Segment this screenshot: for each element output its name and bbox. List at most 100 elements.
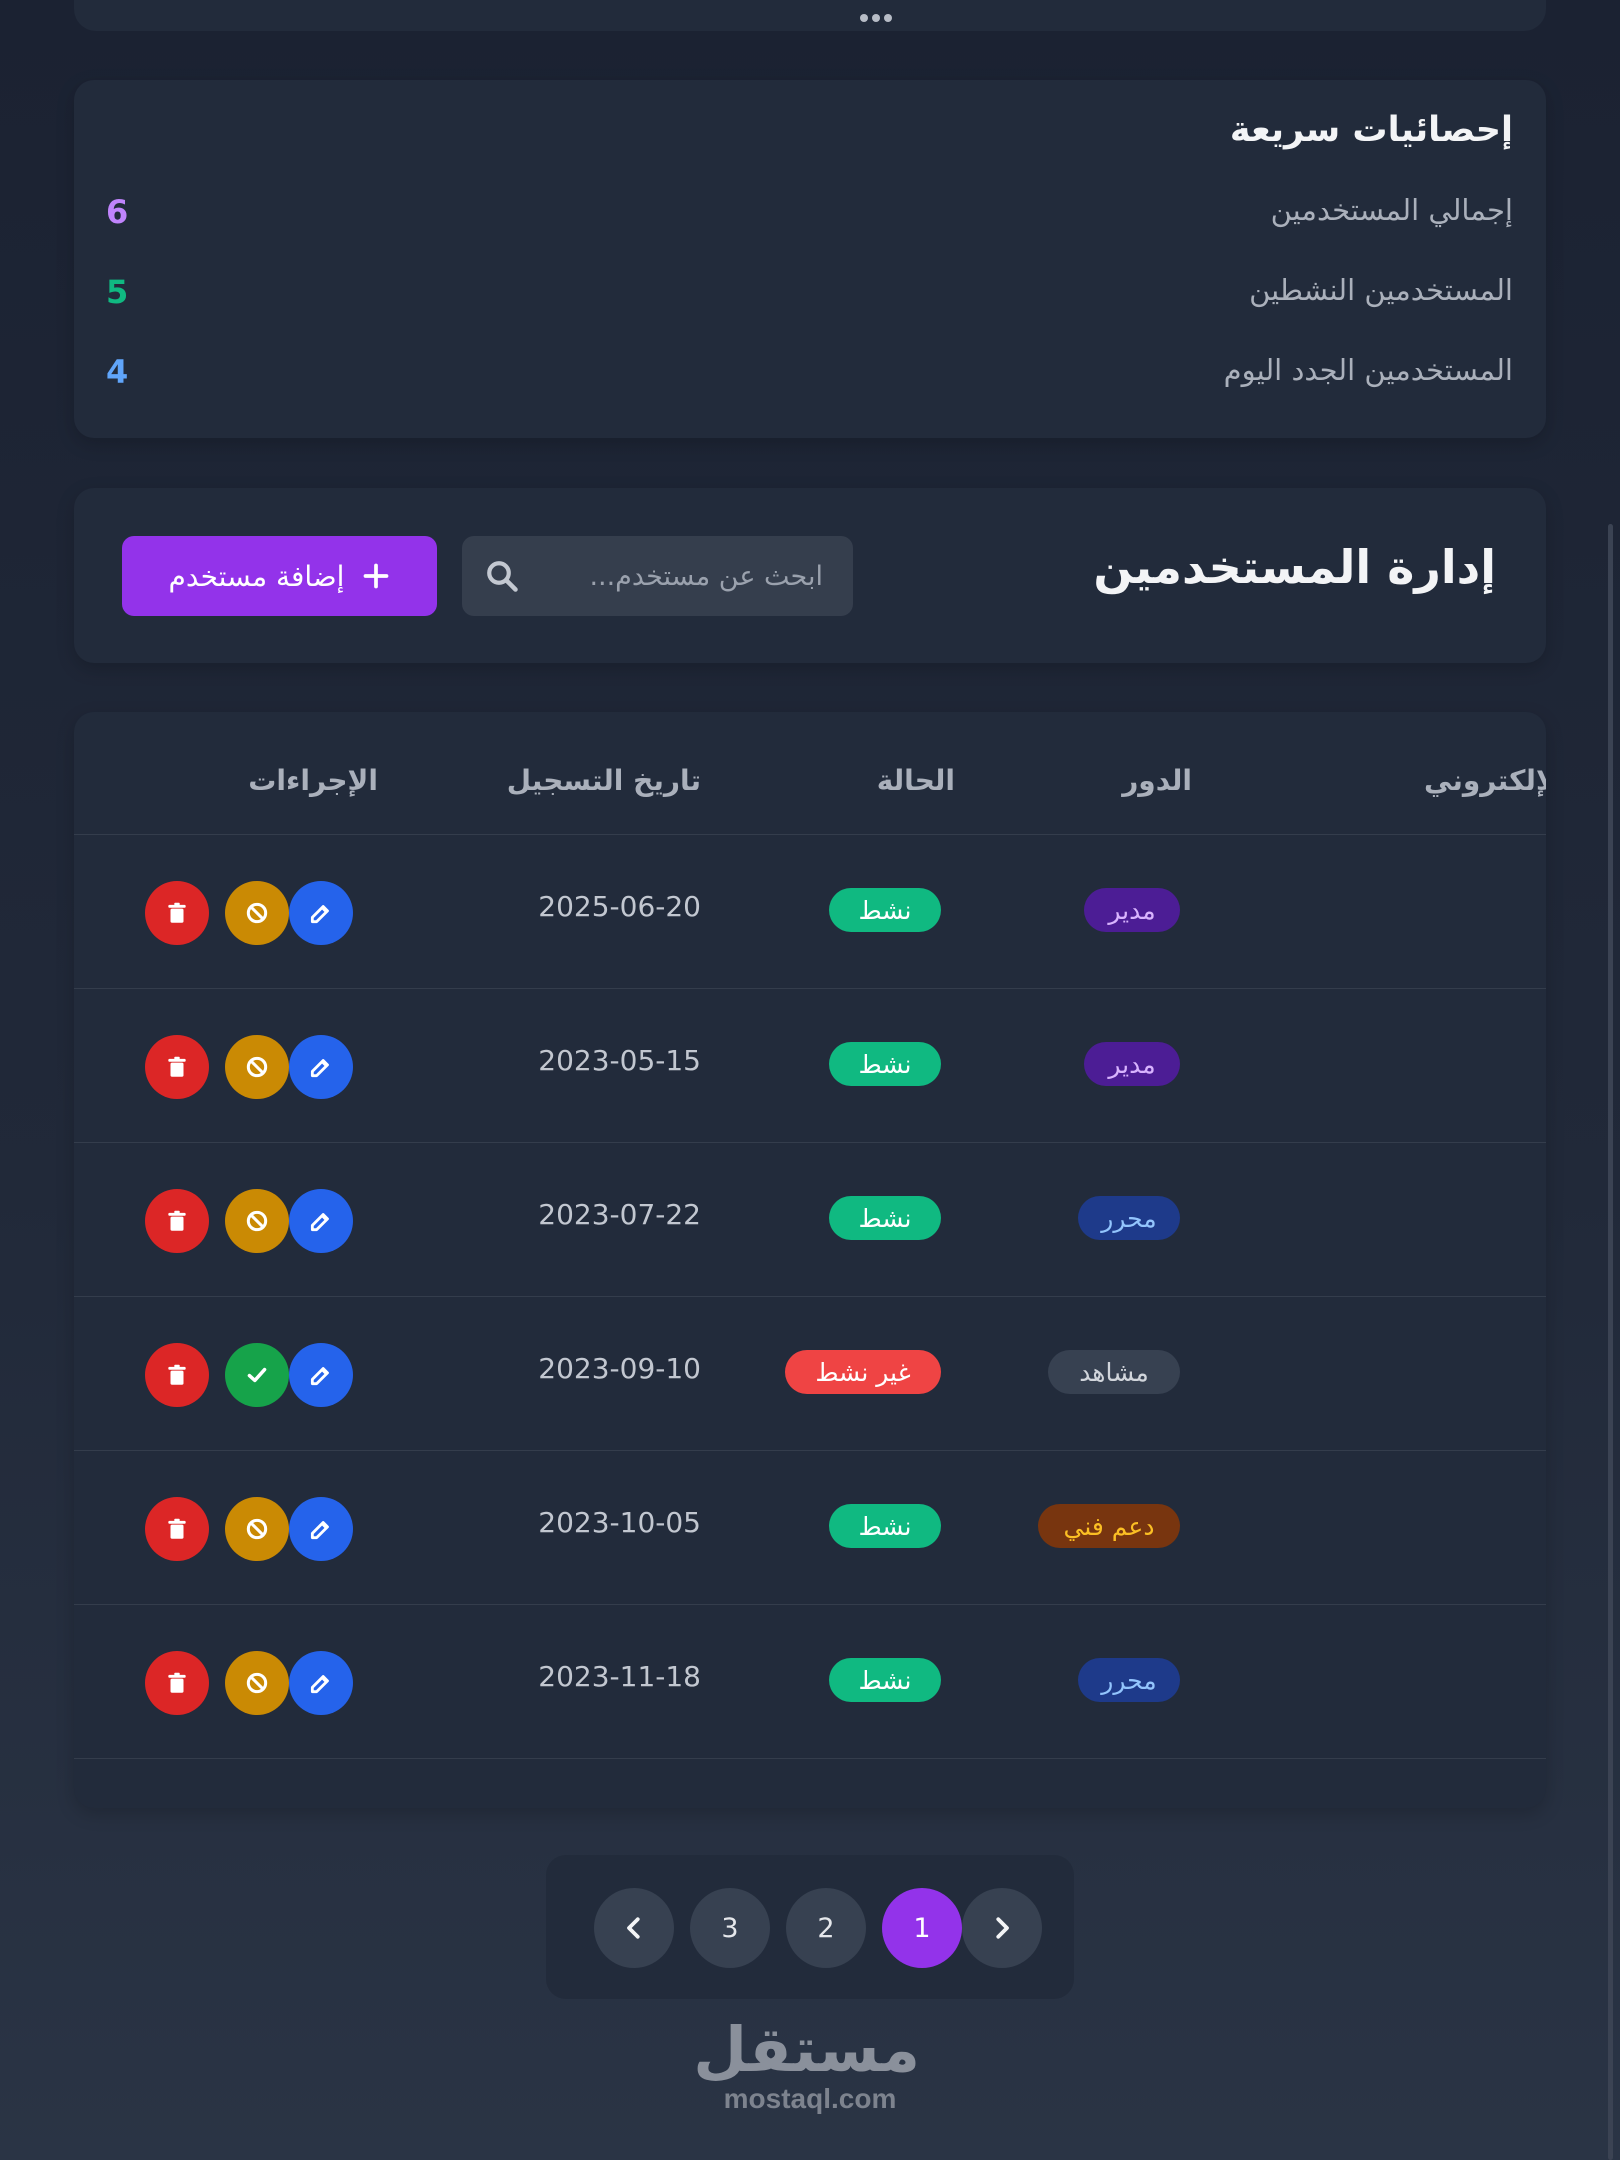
registration-date: 2023-11-18 xyxy=(538,1660,701,1693)
chevron-left-icon xyxy=(627,1917,640,1939)
col-email: البريد الإلكتروني xyxy=(1424,764,1546,797)
role-badge: مشاهد xyxy=(1048,1350,1180,1394)
registration-date: 2023-05-15 xyxy=(538,1044,701,1077)
col-actions: الإجراءات xyxy=(248,764,378,797)
status-badge: نشط xyxy=(829,1658,941,1702)
role-badge: محرر xyxy=(1078,1658,1180,1702)
add-user-label: إضافة مستخدم xyxy=(168,559,345,593)
page-1-button[interactable]: 1 xyxy=(882,1888,962,1968)
col-role: الدور xyxy=(1122,764,1192,797)
table-header: البريد الإلكتروني الدور الحالة تاريخ الت… xyxy=(74,712,1546,835)
ban-icon xyxy=(244,900,270,926)
status-badge: غير نشط xyxy=(785,1350,941,1394)
suspend-user-button[interactable] xyxy=(225,1497,289,1561)
collapsed-panel xyxy=(74,0,1546,31)
search-icon[interactable] xyxy=(484,558,520,594)
table-row: mohamed@exampمديرنشط2023-05-15 xyxy=(74,989,1546,1143)
status-badge: نشط xyxy=(829,888,941,932)
suspend-user-button[interactable] xyxy=(225,1651,289,1715)
registration-date: 2025-06-20 xyxy=(538,890,701,923)
stat-value: 4 xyxy=(106,353,129,391)
next-page-button[interactable] xyxy=(962,1888,1042,1968)
delete-user-button[interactable] xyxy=(145,1035,209,1099)
role-badge: دعم فني xyxy=(1038,1504,1180,1548)
edit-icon xyxy=(308,1362,334,1388)
users-table: البريد الإلكتروني الدور الحالة تاريخ الت… xyxy=(74,712,1546,1808)
edit-icon xyxy=(308,1208,334,1234)
role-badge: مدير xyxy=(1084,1042,1180,1086)
trash-icon xyxy=(164,1208,190,1234)
table-row: omar@exampمحررنشط2023-11-18 xyxy=(74,1605,1546,1759)
stat-value: 6 xyxy=(106,193,129,231)
col-status: الحالة xyxy=(876,764,955,797)
edit-user-button[interactable] xyxy=(289,881,353,945)
role-badge: مدير xyxy=(1084,888,1180,932)
edit-user-button[interactable] xyxy=(289,1497,353,1561)
more-dots-icon[interactable] xyxy=(860,14,892,22)
page-3-button[interactable]: 3 xyxy=(690,1888,770,1968)
status-badge: نشط xyxy=(829,1042,941,1086)
stat-active-users: المستخدمين النشطين 5 xyxy=(106,273,1513,323)
page-title: إدارة المستخدمين xyxy=(1093,540,1496,594)
stat-value: 5 xyxy=(106,273,129,311)
trash-icon xyxy=(164,1362,190,1388)
edit-user-button[interactable] xyxy=(289,1343,353,1407)
col-date: تاريخ التسجيل xyxy=(506,764,701,797)
registration-date: 2023-09-10 xyxy=(538,1352,701,1385)
delete-user-button[interactable] xyxy=(145,1497,209,1561)
scrollbar[interactable] xyxy=(1608,524,1613,2160)
stat-label: إجمالي المستخدمين xyxy=(1270,193,1513,227)
delete-user-button[interactable] xyxy=(145,881,209,945)
ban-icon xyxy=(244,1054,270,1080)
registration-date: 2023-07-22 xyxy=(538,1198,701,1231)
ban-icon xyxy=(244,1208,270,1234)
activate-user-button[interactable] xyxy=(225,1343,289,1407)
ban-icon xyxy=(244,1516,270,1542)
stat-label: المستخدمين الجدد اليوم xyxy=(1223,353,1513,387)
suspend-user-button[interactable] xyxy=(225,1035,289,1099)
suspend-user-button[interactable] xyxy=(225,881,289,945)
ban-icon xyxy=(244,1670,270,1696)
suspend-user-button[interactable] xyxy=(225,1189,289,1253)
users-header-card: إدارة المستخدمين إضافة مستخدم xyxy=(74,488,1546,663)
edit-icon xyxy=(308,900,334,926)
trash-icon xyxy=(164,900,190,926)
plus-icon xyxy=(364,563,389,589)
mostaql-logo: مستقل xyxy=(693,2013,920,2086)
pagination: 3 2 1 xyxy=(546,1855,1074,1999)
stat-total-users: إجمالي المستخدمين 6 xyxy=(106,193,1513,243)
prev-page-button[interactable] xyxy=(594,1888,674,1968)
stats-title: إحصائيات سريعة xyxy=(1229,110,1513,150)
edit-icon xyxy=(308,1670,334,1696)
status-badge: نشط xyxy=(829,1196,941,1240)
table-row: muمديرنشط2025-06-20 xyxy=(74,835,1546,989)
table-row: ahmed@exampمحررنشط2023-07-22 xyxy=(74,1143,1546,1297)
search-input[interactable] xyxy=(523,536,823,616)
add-user-button[interactable]: إضافة مستخدم xyxy=(122,536,437,616)
trash-icon xyxy=(164,1516,190,1542)
trash-icon xyxy=(164,1054,190,1080)
stat-new-users: المستخدمين الجدد اليوم 4 xyxy=(106,353,1513,403)
quick-stats-card: إحصائيات سريعة إجمالي المستخدمين 6 المست… xyxy=(74,80,1546,438)
mostaql-logo-text: mostaql.com xyxy=(723,2083,897,2114)
delete-user-button[interactable] xyxy=(145,1343,209,1407)
registration-date: 2023-10-05 xyxy=(538,1506,701,1539)
stat-label: المستخدمين النشطين xyxy=(1249,273,1513,307)
delete-user-button[interactable] xyxy=(145,1651,209,1715)
edit-icon xyxy=(308,1516,334,1542)
edit-icon xyxy=(308,1054,334,1080)
check-icon xyxy=(244,1362,270,1388)
edit-user-button[interactable] xyxy=(289,1035,353,1099)
edit-user-button[interactable] xyxy=(289,1651,353,1715)
delete-user-button[interactable] xyxy=(145,1189,209,1253)
trash-icon xyxy=(164,1670,190,1696)
role-badge: محرر xyxy=(1078,1196,1180,1240)
chevron-right-icon xyxy=(996,1917,1009,1939)
search-box xyxy=(462,536,853,616)
edit-user-button[interactable] xyxy=(289,1189,353,1253)
page-2-button[interactable]: 2 xyxy=(786,1888,866,1968)
status-badge: نشط xyxy=(829,1504,941,1548)
